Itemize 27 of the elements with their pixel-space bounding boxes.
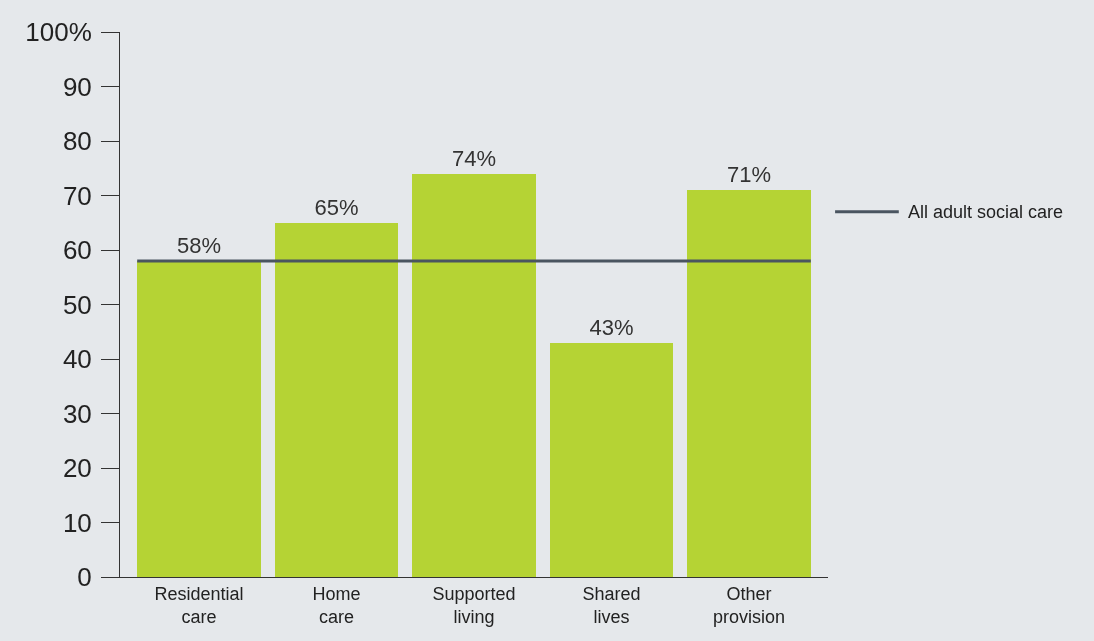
x-tick-label: Residential care xyxy=(154,583,244,627)
y-tick-label: 20 xyxy=(62,453,92,484)
x-tick-label: Supported living xyxy=(432,583,516,627)
y-tick-label: 30 xyxy=(62,398,92,429)
legend-label: All adult social care xyxy=(908,202,1064,222)
y-tick-label: 60 xyxy=(62,235,92,266)
data-label: 58% xyxy=(176,233,222,258)
bar xyxy=(137,261,261,577)
y-tick-label: 40 xyxy=(62,344,92,375)
x-tick-label: Other provision xyxy=(712,583,785,627)
y-tick-label: 80 xyxy=(62,126,92,157)
data-label: 43% xyxy=(589,315,634,340)
x-tick-label: Home care xyxy=(312,583,361,627)
y-tick-label: 100% xyxy=(25,17,92,48)
y-tick-label: 10 xyxy=(62,507,92,538)
y-tick-label: 90 xyxy=(62,71,92,102)
bar xyxy=(412,174,536,577)
bar xyxy=(687,190,811,577)
y-tick-label: 70 xyxy=(62,180,92,211)
data-label: 71% xyxy=(726,162,772,187)
x-tick-label: Shared lives xyxy=(582,583,641,627)
data-label: 65% xyxy=(314,195,359,220)
y-tick-label: 50 xyxy=(62,289,92,320)
bar xyxy=(550,343,673,577)
y-tick-label: 0 xyxy=(77,562,92,593)
bar xyxy=(275,223,398,577)
data-label: 74% xyxy=(451,146,497,171)
